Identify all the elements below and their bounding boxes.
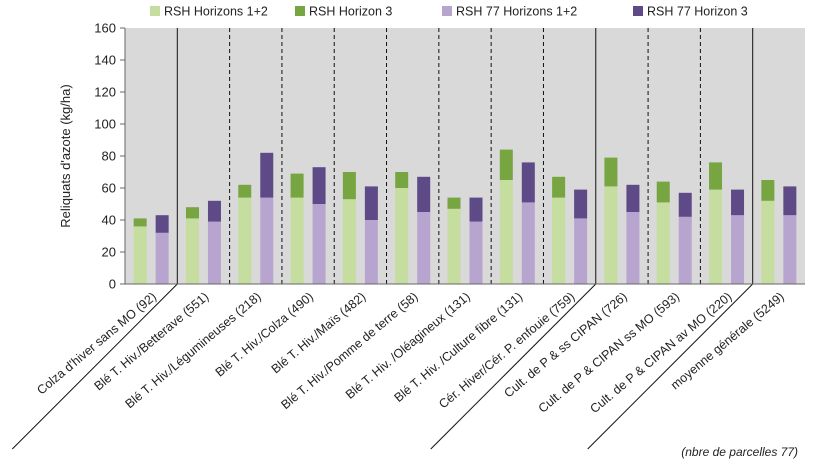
bar-segment [761,180,775,201]
legend-swatch [150,6,160,16]
bar-segment [574,218,588,284]
bar-segment [207,221,221,284]
y-tick-label: 160 [94,21,116,36]
bar-segment [417,176,431,212]
bar-segment [731,189,745,216]
bar-segment [417,212,431,284]
bar-segment [761,200,775,284]
bar-segment [552,176,566,198]
legend-swatch [633,6,643,16]
y-tick-label: 80 [102,149,116,164]
legend-label: RSH 77 Horizon 3 [647,5,748,19]
legend-label: RSH Horizons 1+2 [164,5,268,19]
bar-segment [238,184,252,198]
bar-segment [604,157,618,187]
bar-segment [447,197,461,209]
footnote: (nbre de parcelles 77) [681,445,798,459]
x-category-label: Blé T. Hiv./Colza (490) [213,290,316,380]
bar-segment [626,212,640,284]
bar-segment [155,215,169,233]
bar-segment [207,200,221,222]
bar-segment [290,173,304,198]
bar-segment [709,162,723,190]
bar-segment [238,197,252,284]
legend-swatch [295,6,305,16]
y-tick-label: 120 [94,85,116,100]
bar-segment [499,180,513,284]
bar-segment [364,186,378,220]
x-category-label: Blé T. Hiv./Maïs (482) [269,290,369,377]
label-divider [430,283,597,450]
bar-segment [469,221,483,284]
bar-segment [395,188,409,284]
bar-segment [626,184,640,212]
bar-segment [447,208,461,284]
y-axis-label: Reliquats d'azote (kg/ha) [58,84,73,227]
bar-segment [709,189,723,284]
y-tick-label: 40 [102,213,116,228]
label-divider [11,283,178,450]
plot-area [125,28,805,284]
legend-label: RSH Horizon 3 [309,5,392,19]
bar-segment [312,167,326,204]
y-tick-label: 100 [94,117,116,132]
bar-segment [678,216,692,284]
label-divider [587,283,754,450]
bar-segment [342,172,356,200]
y-tick-label: 60 [102,181,116,196]
bar-segment [656,181,670,203]
y-tick-label: 140 [94,53,116,68]
legend-swatch [442,6,452,16]
bar-segment [133,226,147,284]
bar-segment [783,186,797,216]
bar-segment [552,197,566,284]
bar-segment [469,197,483,222]
bar-segment [260,197,274,284]
bar-segment [395,172,409,188]
bar-segment [574,189,588,219]
bar-segment [290,197,304,284]
bar-segment [155,232,169,284]
bar-segment [364,220,378,284]
bar-segment [731,215,745,284]
bar-segment [312,204,326,284]
bar-segment [656,202,670,284]
bar-segment [499,149,513,180]
bar-segment [185,207,199,219]
bar-segment [133,218,147,227]
bar-segment [521,202,535,284]
bar-segment [521,162,535,203]
y-tick-label: 20 [102,245,116,260]
bar-segment [604,186,618,284]
y-tick-label: 0 [109,277,116,292]
bar-segment [783,215,797,284]
bar-segment [342,199,356,284]
bar-segment [678,192,692,217]
legend-label: RSH 77 Horizons 1+2 [456,5,577,19]
bar-segment [260,152,274,198]
bar-segment [185,218,199,284]
